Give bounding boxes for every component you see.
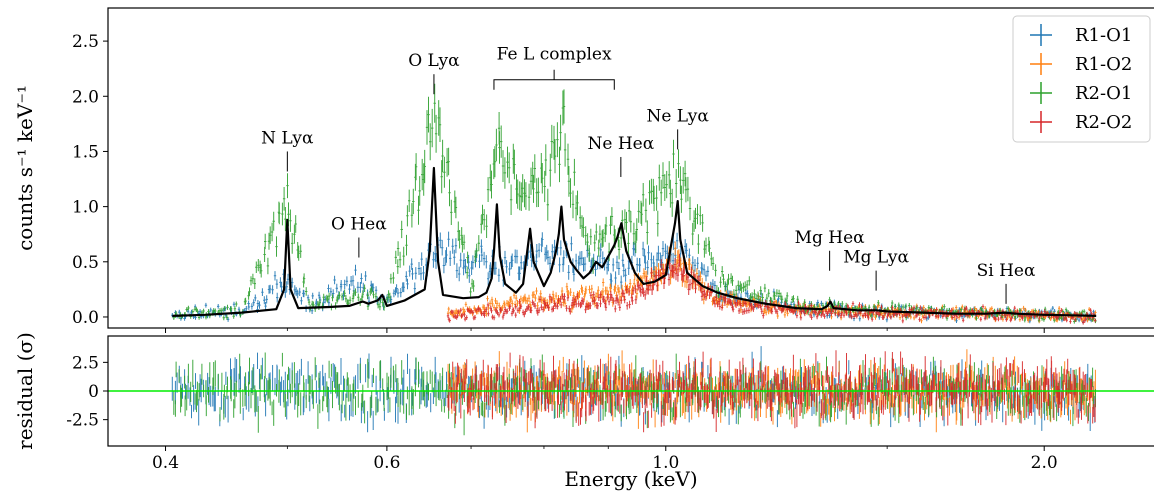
x-tick-label: 2.0 [1031,453,1058,473]
top-data-layer [171,84,1097,325]
top-y-ticks: 0.0 0.5 1.0 1.5 2.0 2.5 [72,32,108,328]
annotation-label: Mg Heα [795,228,866,248]
top-x-ticks [166,328,1045,333]
residual-y-tick-label: 2.5 [72,353,99,373]
annotation-label: N Lyα [261,128,314,148]
y-tick-label: 1.5 [72,142,99,162]
bottom-panel: 2.50-2.5 0.4 0.6 1.0 2.0 residual (σ) Energ… [13,332,1154,491]
legend: R1-O1 R1-O2 R2-O1 R2-O2 [1013,16,1150,142]
fe-l-bracket-label: Fe L complex [497,45,612,65]
y-tick-label: 2.5 [72,32,99,52]
residual-y-tick-label: -2.5 [66,411,99,431]
annotation-label: O Lyα [408,51,460,71]
legend-label: R1-O2 [1075,54,1132,75]
y-tick-label: 1.0 [72,198,99,218]
annotation-label: Si Heα [977,261,1036,281]
annotation-label: Ne Lyα [646,106,709,126]
legend-label: R1-O1 [1075,25,1132,46]
top-y-axis-label: counts s⁻¹ keV⁻¹ [13,85,37,251]
bottom-y-ticks: 2.5 0 -2.5 [66,353,108,430]
annotation-label: O Heα [331,215,387,235]
annotation-label: Mg Lyα [843,248,909,268]
x-tick-label: 0.4 [152,453,179,473]
bottom-y-axis-label: residual (σ) [13,332,37,450]
y-tick-label: 2.0 [72,87,99,107]
x-tick-label: 0.6 [373,453,400,473]
legend-label: R2-O2 [1075,112,1132,133]
fe-l-bracket [494,70,614,90]
x-axis-label: Energy (keV) [564,467,697,491]
residual-y-tick-label: 0 [88,382,99,402]
y-tick-label: 0.5 [72,253,99,273]
y-tick-label: 0.0 [72,308,99,328]
annotation-label: Ne Heα [587,134,654,154]
legend-label: R2-O1 [1075,83,1132,104]
